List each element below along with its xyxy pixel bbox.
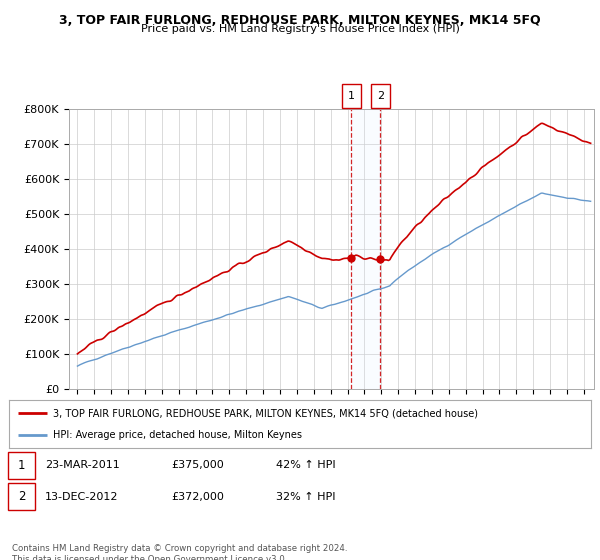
Text: Contains HM Land Registry data © Crown copyright and database right 2024.
This d: Contains HM Land Registry data © Crown c… — [12, 544, 347, 560]
Text: £372,000: £372,000 — [171, 492, 224, 502]
Text: 1: 1 — [18, 459, 25, 472]
Text: 13-DEC-2012: 13-DEC-2012 — [45, 492, 119, 502]
Text: £375,000: £375,000 — [171, 460, 224, 470]
Text: 2: 2 — [18, 490, 25, 503]
Text: 3, TOP FAIR FURLONG, REDHOUSE PARK, MILTON KEYNES, MK14 5FQ (detached house): 3, TOP FAIR FURLONG, REDHOUSE PARK, MILT… — [53, 408, 478, 418]
Text: 23-MAR-2011: 23-MAR-2011 — [45, 460, 120, 470]
Text: 32% ↑ HPI: 32% ↑ HPI — [276, 492, 335, 502]
Bar — [352, 109, 380, 389]
Text: HPI: Average price, detached house, Milton Keynes: HPI: Average price, detached house, Milt… — [53, 430, 302, 440]
Text: 3, TOP FAIR FURLONG, REDHOUSE PARK, MILTON KEYNES, MK14 5FQ: 3, TOP FAIR FURLONG, REDHOUSE PARK, MILT… — [59, 14, 541, 27]
Text: 2: 2 — [377, 91, 384, 101]
Text: Price paid vs. HM Land Registry's House Price Index (HPI): Price paid vs. HM Land Registry's House … — [140, 24, 460, 34]
Text: 1: 1 — [348, 91, 355, 101]
Text: 42% ↑ HPI: 42% ↑ HPI — [276, 460, 335, 470]
